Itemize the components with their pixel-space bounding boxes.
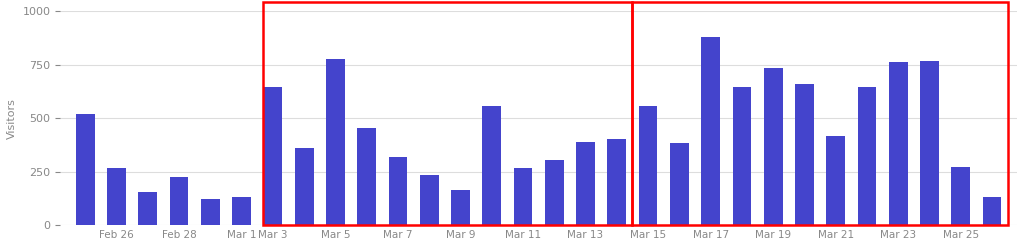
Bar [921,61,939,225]
Bar [138,192,157,225]
Y-axis label: Visitors: Visitors [7,98,17,139]
Bar [263,87,283,225]
Bar [764,68,782,225]
Bar [889,62,907,225]
Bar [857,87,877,225]
Bar [295,148,313,225]
Bar [826,136,845,225]
Bar [639,106,657,225]
Bar [108,168,126,225]
Bar [420,175,438,225]
Bar [701,37,720,225]
Bar [607,140,627,225]
Bar [545,160,563,225]
Bar [482,106,501,225]
Bar [795,84,814,225]
Bar [951,167,970,225]
Bar [201,200,220,225]
Bar [232,197,251,225]
Bar [388,157,408,225]
Bar [983,197,1001,225]
Bar [76,114,94,225]
Bar [577,142,595,225]
Bar [170,177,188,225]
Bar [670,143,689,225]
Bar [357,128,376,225]
Bar [326,59,345,225]
Bar [452,190,470,225]
Bar [732,87,752,225]
Bar [514,168,532,225]
